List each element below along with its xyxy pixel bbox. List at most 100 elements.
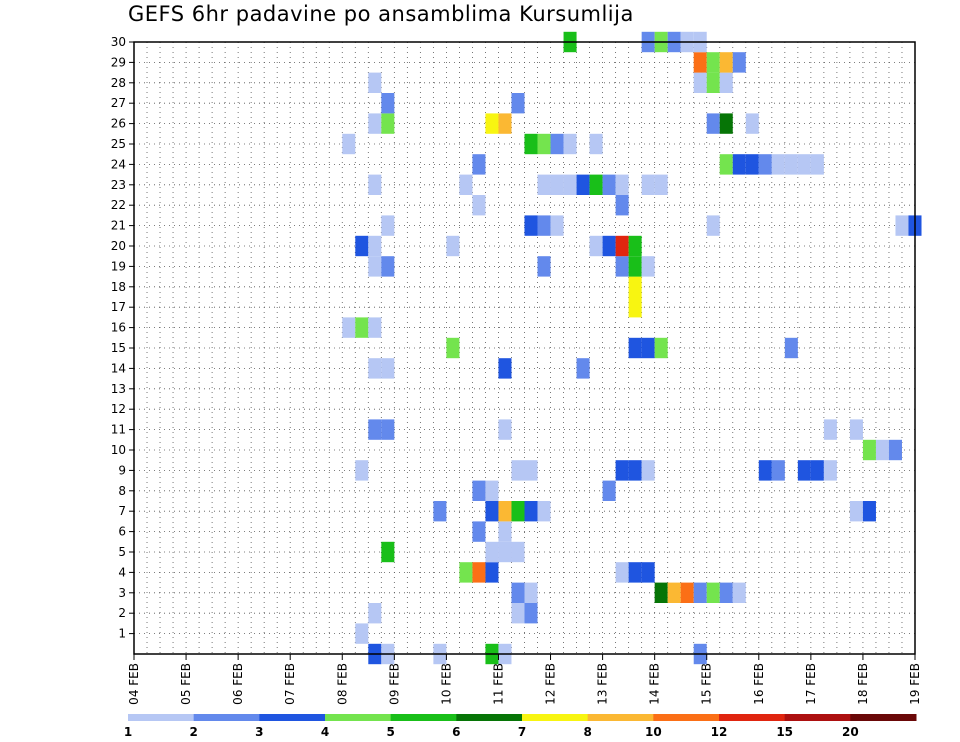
heatmap-cell [719,52,733,73]
y-tick-label: 25 [111,137,126,151]
heatmap-cell [472,480,486,501]
colorbar-label: 1 [124,725,132,739]
heatmap-cell [589,133,603,155]
x-axis: 04 FEB 05 FEB 06 FEB 07 FEB 08 FEB 09 FEB 10 F… [127,654,922,705]
heatmap-cell [602,480,616,501]
colorbar-segment [259,714,326,721]
heatmap-cell [745,113,759,134]
y-tick-label: 18 [111,280,126,294]
colorbar-label: 12 [711,725,728,739]
colorbar-segment [850,714,917,721]
heatmap-cell [485,480,499,501]
y-tick-label: 10 [111,443,126,457]
colorbar-label: 10 [645,725,662,739]
heatmap-cell [654,174,668,195]
heatmap-cell [602,235,616,257]
heatmap-cell [550,174,564,195]
y-tick-label: 30 [111,35,126,49]
chart-title: GEFS 6hr padavine po ansamblima Kursumli… [128,2,634,26]
colorbar-label: 2 [189,725,197,739]
heatmap-cell [693,582,707,603]
y-tick-label: 28 [111,76,126,90]
colorbar-segment [587,714,654,721]
heatmap-cell [745,154,759,175]
heatmap-cell [355,317,369,338]
heatmap-cell [641,256,655,277]
heatmap-cell [628,276,642,297]
heatmap-cell [823,460,837,481]
x-tick-label: 14 FEB [648,663,662,705]
heatmap-cell [511,460,525,481]
heatmap-cell [628,235,642,257]
y-tick-label: 16 [111,321,126,335]
heatmap-cell [654,582,668,603]
heatmap-cell [381,215,395,236]
heatmap-cell [563,174,577,195]
x-tick-label: 05 FEB [179,663,193,705]
heatmap-cell [641,562,655,583]
heatmap-cell [576,358,590,379]
heatmap-cell [895,215,909,236]
heatmap-cell [485,501,499,522]
heatmap-cell [524,460,538,481]
y-tick-label: 4 [118,565,126,579]
colorbar: 1 2 3 4 5 6 7 8 10 12 15 20 [124,714,917,739]
heatmap-cell [667,582,681,603]
heatmap-cell [368,358,382,379]
heatmap-cell [381,113,395,134]
y-tick-label: 3 [118,586,126,600]
heatmap-cell [485,541,499,563]
heatmap-cell [342,133,356,155]
y-tick-label: 11 [111,423,126,437]
y-tick-label: 5 [118,545,126,559]
heatmap-cell [654,337,668,359]
heatmap-cell [537,174,551,195]
colorbar-segment [719,714,786,721]
heatmap-cell [355,235,369,257]
heatmap-cell [498,419,512,440]
heatmap-cell [498,501,512,522]
heatmap-cell [784,154,798,175]
heatmap-cell [849,419,863,440]
colorbar-label: 15 [776,725,793,739]
y-tick-label: 21 [111,219,126,233]
heatmap-cell [368,113,382,134]
colorbar-segment [390,714,457,721]
heatmap-cell [628,297,642,318]
y-tick-label: 26 [111,117,126,131]
heatmap-cell [706,72,720,93]
colorbar-segment [653,714,720,721]
heatmap-cell [641,460,655,481]
heatmap-cell [628,460,642,481]
heatmap-cell [576,174,590,195]
heatmap-cell [719,154,733,175]
heatmap-cell [693,52,707,73]
heatmap-cell [615,460,629,481]
colorbar-segment [784,714,851,721]
grid [134,42,915,654]
heatmap-cell [511,93,525,114]
heatmap-cell [511,582,525,603]
y-tick-label: 9 [118,463,126,477]
heatmap-cell [524,582,538,603]
y-tick-label: 7 [118,504,126,518]
heatmap-cell [719,113,733,134]
x-tick-label: 04 FEB [127,663,141,705]
heatmap-cell [472,521,486,542]
x-tick-label: 16 FEB [752,663,766,705]
colorbar-label: 7 [518,725,526,739]
heatmap-cell [732,52,746,73]
heatmap-cell [511,501,525,522]
colorbar-segment [193,714,260,721]
heatmap-cell [355,460,369,481]
colorbar-segment [522,714,589,721]
heatmap-cell [368,235,382,257]
colorbar-label: 3 [255,725,263,739]
colorbar-label: 8 [583,725,591,739]
heatmap-cell [719,582,733,603]
y-tick-label: 27 [111,96,126,110]
heatmap-cell [498,521,512,542]
y-tick-label: 19 [111,259,126,273]
y-tick-label: 2 [118,606,126,620]
